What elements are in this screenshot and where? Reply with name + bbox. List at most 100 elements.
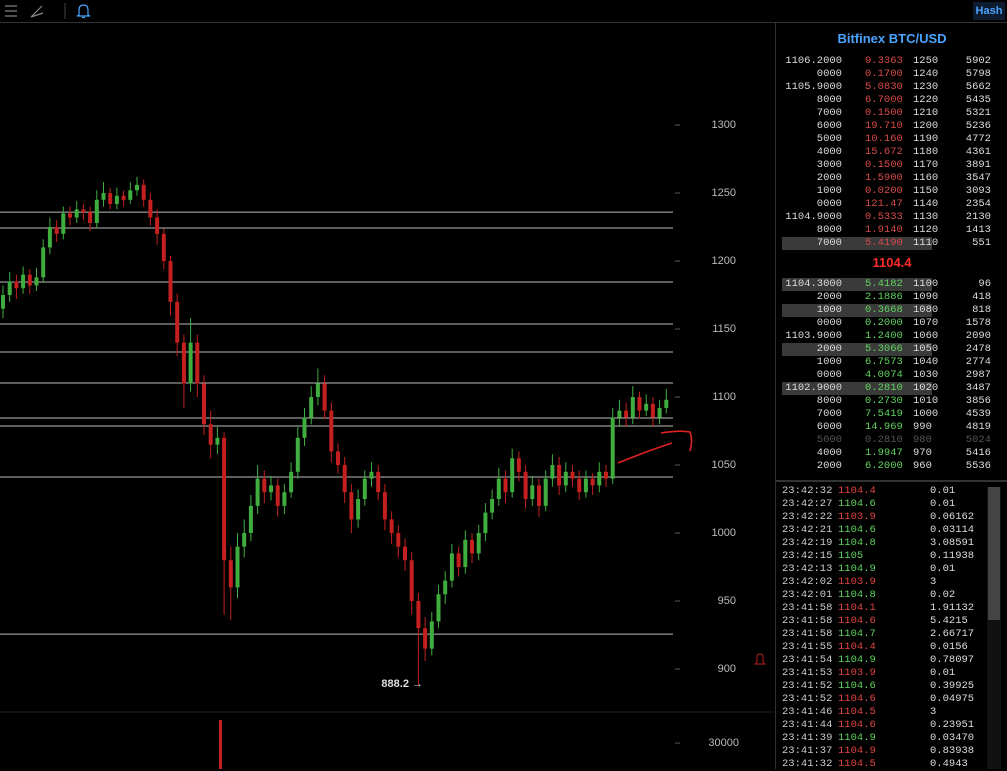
depth-total: 4819 xyxy=(965,420,991,433)
trade-row: 23:41:58 1104.7 2.66717 xyxy=(776,628,1007,641)
candle-body xyxy=(7,281,12,296)
candle-body xyxy=(181,342,186,384)
candle-body xyxy=(349,492,354,520)
menu-icon[interactable] xyxy=(5,5,17,17)
book-price: 2000 xyxy=(816,290,842,303)
trade-amount: 0.03114 xyxy=(930,523,975,536)
candle-body xyxy=(429,621,434,649)
trade-amount: 2.66717 xyxy=(930,627,975,640)
trade-amount: 0.03470 xyxy=(930,731,975,744)
scrollbar[interactable] xyxy=(987,487,1001,769)
candle-body xyxy=(476,533,481,554)
book-price: 1103.9000 xyxy=(785,329,842,342)
scrollbar-thumb[interactable] xyxy=(988,487,1000,620)
price-alert-icon[interactable] xyxy=(753,653,767,665)
depth-total: 1413 xyxy=(965,223,991,236)
candle-body xyxy=(255,478,260,506)
depth-total: 5798 xyxy=(965,67,991,80)
book-amount: 6.7000 xyxy=(865,93,903,106)
bid-row: 7000 7.5419 1000 4539 xyxy=(776,408,1007,421)
candle-body xyxy=(295,437,300,472)
depth-total: 3093 xyxy=(965,184,991,197)
depth-price: 1130 xyxy=(913,210,939,223)
trade-amount: 3 xyxy=(930,705,937,718)
candle-body xyxy=(456,553,461,568)
candle-body xyxy=(496,478,501,500)
trade-time: 23:41:32 xyxy=(782,757,833,770)
trade-row: 23:41:39 1104.9 0.03470 xyxy=(776,732,1007,745)
candle-body xyxy=(570,471,575,479)
candle-body xyxy=(121,195,126,200)
depth-price: 1050 xyxy=(913,342,939,355)
book-price: 0000 xyxy=(816,67,842,80)
book-amount: 5.0830 xyxy=(865,80,903,93)
trade-amount: 0.78097 xyxy=(930,653,975,666)
ask-row: 0000 121.47 1140 2354 xyxy=(776,198,1007,211)
depth-price: 990 xyxy=(913,420,932,433)
candle-body xyxy=(490,499,495,513)
depth-total: 5024 xyxy=(965,433,991,446)
trade-time: 23:41:55 xyxy=(782,640,833,653)
trade-row: 23:42:02 1103.9 3 xyxy=(776,576,1007,589)
depth-total: 2478 xyxy=(965,342,991,355)
trade-row: 23:41:44 1104.6 0.23951 xyxy=(776,719,1007,732)
book-amount: 0.0200 xyxy=(865,184,903,197)
depth-total: 5536 xyxy=(965,459,991,472)
row-highlight xyxy=(782,342,932,356)
trade-price: 1103.9 xyxy=(838,510,876,523)
depth-price: 1080 xyxy=(913,303,939,316)
bid-row: 2000 2.1886 1090 418 xyxy=(776,291,1007,304)
candle-body xyxy=(530,485,535,500)
book-amount: 0.2810 xyxy=(865,381,903,394)
candle-body xyxy=(94,199,99,223)
depth-total: 96 xyxy=(978,277,991,290)
candle-body xyxy=(282,492,287,506)
book-amount: 0.2730 xyxy=(865,394,903,407)
candle-body xyxy=(222,437,227,561)
trade-row: 23:41:54 1104.9 0.78097 xyxy=(776,654,1007,667)
trade-row: 23:42:01 1104.8 0.02 xyxy=(776,589,1007,602)
book-amount: 0.1700 xyxy=(865,67,903,80)
book-amount: 6.7573 xyxy=(865,355,903,368)
book-price: 5000 xyxy=(816,433,842,446)
depth-total: 3487 xyxy=(965,381,991,394)
candle-body xyxy=(242,533,247,547)
book-amount: 121.47 xyxy=(865,197,903,210)
candle-body xyxy=(114,195,119,204)
book-price: 5000 xyxy=(816,132,842,145)
trade-time: 23:41:54 xyxy=(782,653,833,666)
book-amount: 6.2000 xyxy=(865,459,903,472)
trade-price: 1104.6 xyxy=(838,497,876,510)
candle-body xyxy=(537,485,541,506)
row-highlight xyxy=(782,303,932,317)
candle-body xyxy=(470,539,474,554)
book-price: 1000 xyxy=(816,184,842,197)
volume-tick-label: 30000 xyxy=(708,737,739,749)
candle-body xyxy=(583,478,588,493)
trade-price: 1104.9 xyxy=(838,562,876,575)
depth-total: 5662 xyxy=(965,80,991,93)
candle-body xyxy=(315,383,320,398)
trade-row: 23:42:32 1104.4 0.01 xyxy=(776,485,1007,498)
book-price: 4000 xyxy=(816,446,842,459)
book-amount: 15.672 xyxy=(865,145,903,158)
ask-row: 2000 1.5900 1160 3547 xyxy=(776,172,1007,185)
trade-time: 23:42:02 xyxy=(782,575,833,588)
trade-price: 1104.6 xyxy=(838,614,876,627)
row-highlight xyxy=(782,381,932,395)
trade-price: 1103.9 xyxy=(838,666,876,679)
candle-body xyxy=(235,546,240,588)
trade-row: 23:41:55 1104.4 0.0156 xyxy=(776,641,1007,654)
depth-price: 1060 xyxy=(913,329,939,342)
candle-body xyxy=(215,437,220,445)
draw-icon[interactable] xyxy=(30,5,44,18)
alert-icon[interactable] xyxy=(76,4,91,19)
trade-row: 23:41:32 1104.5 0.4943 xyxy=(776,758,1007,771)
book-price: 8000 xyxy=(816,223,842,236)
bid-row: 1000 6.7573 1040 2774 xyxy=(776,356,1007,369)
y-tick-label: 1150 xyxy=(712,323,736,335)
hash-button[interactable]: Hash xyxy=(973,2,1005,20)
trade-price: 1103.9 xyxy=(838,575,876,588)
bid-row: 1102.9000 0.2810 1020 3487 xyxy=(776,381,1007,395)
candle-body xyxy=(202,383,206,425)
